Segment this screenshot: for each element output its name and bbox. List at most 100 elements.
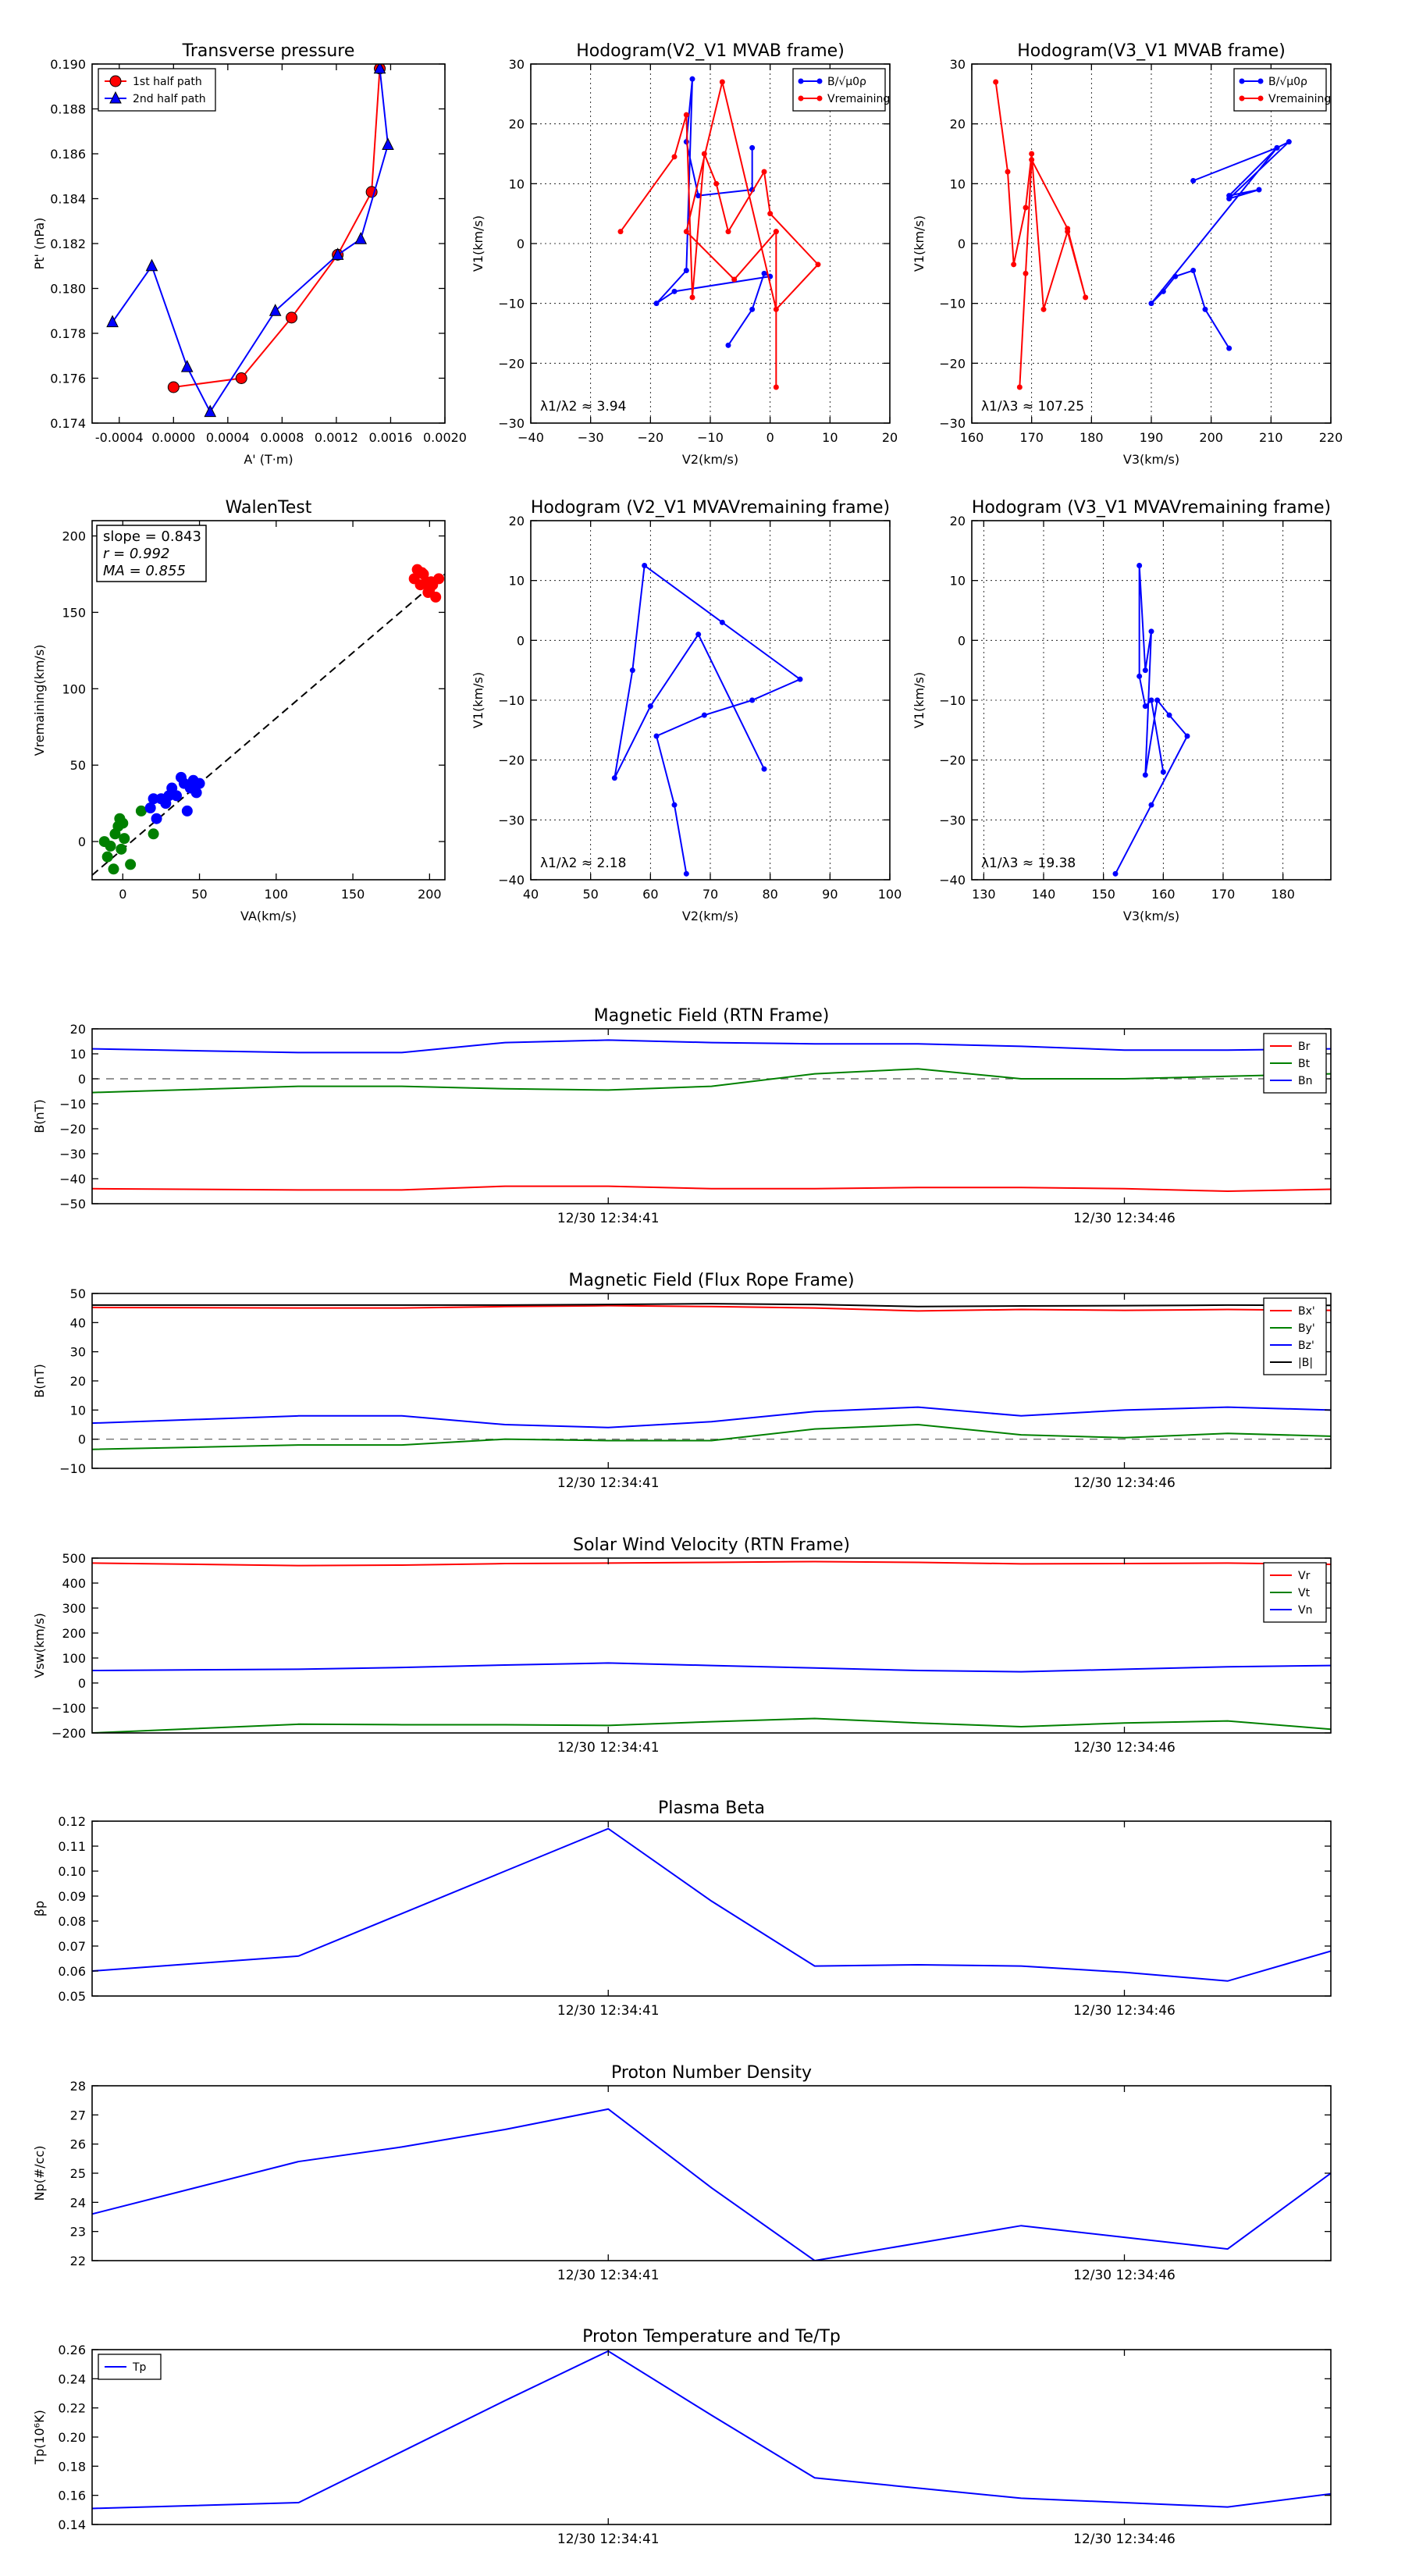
chart-title: Proton Temperature and Te/Tp	[582, 2327, 841, 2347]
series-line	[92, 1827, 1331, 1982]
y-tick-label: 0	[78, 1072, 86, 1087]
data-point	[145, 258, 158, 272]
y-tick-label: 0.178	[50, 326, 86, 341]
y-tick-label: 20	[70, 1022, 86, 1037]
data-point	[354, 232, 368, 244]
legend-frame	[1263, 1297, 1327, 1375]
x-tick-label: 0.0008	[260, 430, 304, 445]
series-line	[173, 68, 381, 388]
data-point	[689, 76, 695, 82]
series-line	[656, 79, 773, 346]
y-tick-label: 300	[62, 1601, 86, 1616]
series-by-	[92, 1423, 1331, 1450]
x-axis-label: VA(km/s)	[240, 909, 297, 923]
data-point	[629, 667, 635, 674]
x-tick-label: 80	[762, 887, 777, 902]
data-point	[382, 137, 394, 150]
x-tick-label: 220	[1319, 430, 1343, 445]
lambda-annotation: λ1/λ3 ≈ 107.25	[981, 399, 1084, 415]
legend: 1st half path 2nd half path	[98, 68, 216, 112]
data-point	[148, 828, 159, 840]
y-tick-label: −30	[498, 416, 525, 431]
y-tick-label: 0.07	[58, 1939, 86, 1954]
series-line	[92, 2108, 1331, 2261]
data-point	[695, 632, 702, 638]
y-tick-label: 0.182	[50, 237, 86, 251]
data-point	[671, 154, 678, 160]
data-point	[1154, 697, 1161, 703]
data-point	[1083, 294, 1089, 301]
x-tick-label: 12/30 12:34:41	[557, 1211, 660, 1226]
data-point	[1136, 563, 1143, 568]
data-point	[1136, 673, 1143, 679]
legend-label: B/√μ0ρ	[827, 76, 866, 88]
data-point	[1160, 288, 1166, 294]
data-point	[1190, 178, 1197, 183]
data-point	[689, 294, 695, 301]
data-point	[1040, 306, 1047, 312]
data-point	[235, 372, 247, 384]
y-tick-label: −10	[59, 1461, 86, 1476]
data-point	[1166, 712, 1172, 718]
plot-area	[1112, 563, 1190, 877]
data-point	[167, 381, 180, 393]
data-point	[416, 567, 428, 578]
y-axis-label: Tp(10⁶K)	[32, 2410, 47, 2465]
y-tick-label: 100	[62, 681, 86, 696]
chart-title: Hodogram (V2_V1 MVAVremaining frame)	[531, 498, 890, 518]
data-point	[773, 229, 779, 235]
y-tick-label: 0	[78, 1676, 86, 1691]
data-point	[190, 787, 202, 799]
y-axis-label: B(nT)	[32, 1364, 47, 1397]
data-point	[105, 840, 116, 852]
series-b	[611, 563, 803, 877]
data-point	[749, 697, 756, 703]
x-tick-label: 40	[523, 887, 539, 902]
x-tick-label: 12/30 12:34:41	[557, 1475, 660, 1491]
x-tick-label: 180	[1080, 430, 1104, 445]
data-point	[671, 802, 678, 808]
legend: B/√μ0ρ Vremaining	[792, 68, 890, 112]
data-point	[647, 703, 653, 710]
plot-area	[92, 1827, 1331, 1982]
y-tick-label: 0.176	[50, 372, 86, 386]
data-point	[773, 384, 779, 390]
plot-area	[92, 1039, 1331, 1193]
y-tick-label: 24	[70, 2195, 86, 2210]
y-tick-label: 26	[70, 2137, 86, 2152]
y-tick-label: −10	[498, 297, 525, 311]
y-tick-label: −20	[498, 356, 525, 371]
data-point	[148, 793, 159, 805]
x-tick-label: 90	[822, 887, 838, 902]
y-tick-label: −100	[52, 1701, 86, 1716]
y-axis-label: Pt' (nPa)	[32, 218, 47, 270]
series-bz-	[92, 1406, 1331, 1429]
x-tick-label: 60	[642, 887, 658, 902]
data-point	[731, 276, 738, 283]
fit-line	[92, 573, 445, 876]
chart-h3: Hodogram (V2_V1 MVAVremaining frame) 40 50…	[471, 498, 902, 923]
data-point	[144, 802, 156, 813]
data-point	[797, 676, 803, 682]
x-tick-label: 100	[265, 887, 289, 902]
chart-title: Plasma Beta	[658, 1799, 765, 1818]
plot-area	[611, 563, 803, 877]
y-tick-label: −20	[939, 753, 966, 768]
legend-label: Bx'	[1298, 1305, 1315, 1318]
data-point	[1142, 703, 1148, 710]
chart-title: WalenTest	[226, 498, 312, 518]
series-tp	[92, 2350, 1331, 2510]
legend-label: Vremaining	[827, 93, 890, 105]
chart-mf_fr: Magnetic Field (Flux Rope Frame) 12/30 12…	[32, 1271, 1332, 1491]
x-tick-label: 12/30 12:34:46	[1073, 1211, 1176, 1226]
y-tick-label: −40	[498, 873, 525, 888]
data-point	[1148, 301, 1154, 307]
chart-title: Proton Number Density	[611, 2063, 812, 2083]
chart-mf_rtn: Magnetic Field (RTN Frame) 12/30 12:34:41…	[32, 1006, 1332, 1226]
plot-area	[92, 1303, 1331, 1450]
data-point	[1202, 306, 1208, 312]
data-point	[773, 306, 779, 312]
axes-frame	[91, 63, 446, 424]
chart-h1: Hodogram(V2_V1 MVAB frame)−40 −30 −20 −10 0 1…	[471, 41, 898, 467]
y-tick-label: −20	[498, 753, 525, 768]
